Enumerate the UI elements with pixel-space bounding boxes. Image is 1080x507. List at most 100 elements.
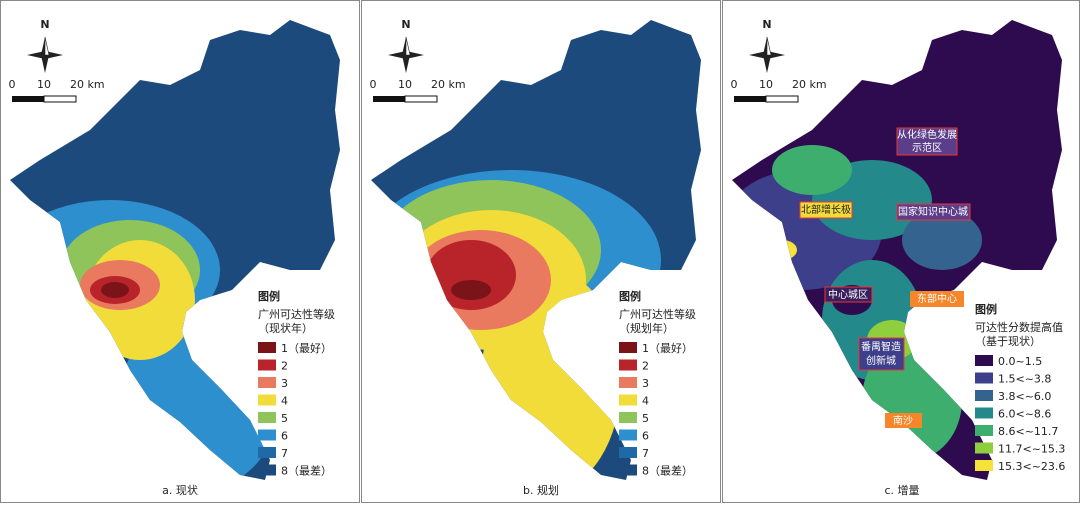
legend-label: 5 xyxy=(281,412,288,425)
annotation: 创新城 xyxy=(866,354,896,367)
scale-label: 10 xyxy=(398,78,412,91)
legend-note: （规划年） xyxy=(619,321,674,335)
legend-label: 2 xyxy=(642,360,649,373)
legend-swatch xyxy=(975,425,993,436)
north-label: N xyxy=(40,18,49,31)
annotation: 中心城区 xyxy=(828,288,868,301)
annotation: 北部增长极 xyxy=(801,203,851,216)
scale-label: 10 xyxy=(37,78,51,91)
north-arrow xyxy=(387,36,425,74)
legend-label: 8.6<~11.7 xyxy=(998,425,1058,438)
legend-label: 6.0<~8.6 xyxy=(998,408,1051,421)
legend-swatch xyxy=(975,372,993,384)
map xyxy=(10,20,340,480)
annotation-box xyxy=(896,127,958,156)
legend-label: 3.8<~6.0 xyxy=(998,390,1051,403)
legend-swatch xyxy=(258,464,276,476)
annotation: 示范区 xyxy=(912,141,942,154)
legend-title: 图例 xyxy=(975,302,997,316)
legend-swatch xyxy=(975,442,993,454)
panel: 从化绿色发展 示范区 北部增长极 国家知识中心城 中心城区 东部中心 番禺智造 … xyxy=(722,0,1080,503)
legend-note: （基于现状） xyxy=(975,334,1041,348)
legend-label: 1（最好） xyxy=(281,341,332,355)
legend-note: （现状年） xyxy=(258,321,313,335)
legend-swatch xyxy=(619,377,637,388)
legend-subtitle: 可达性分数提高值 xyxy=(975,320,1063,334)
legend-label: 6 xyxy=(642,430,649,443)
scale-label: 20 km xyxy=(431,78,466,91)
scale-bar xyxy=(12,96,44,102)
annotation: 番禺智造 xyxy=(861,340,901,353)
annotation-box xyxy=(896,203,971,221)
legend-swatch xyxy=(619,447,637,458)
legend-swatch xyxy=(258,447,276,458)
scale-label: 0 xyxy=(731,78,738,91)
north-arrow xyxy=(26,36,64,74)
legend-swatch xyxy=(258,429,276,441)
annotation: 从化绿色发展 xyxy=(897,128,957,141)
legend-label: 7 xyxy=(281,447,288,460)
legend-label: 11.7<~15.3 xyxy=(998,443,1065,456)
caption: a. 现状 xyxy=(162,483,198,497)
north-label: N xyxy=(401,18,410,31)
annotation-box xyxy=(799,201,853,219)
annotation-box xyxy=(885,413,922,428)
legend-swatch xyxy=(619,464,637,476)
annotation: 南沙 xyxy=(893,414,913,427)
north-label: N xyxy=(762,18,771,31)
scale-label: 0 xyxy=(370,78,377,91)
legend-swatch xyxy=(619,429,637,441)
legend-label: 5 xyxy=(642,412,649,425)
legend-title: 图例 xyxy=(258,289,280,303)
legend-swatch xyxy=(619,412,637,423)
scale-bar xyxy=(734,96,766,102)
legend-label: 8（最差） xyxy=(642,464,693,478)
legend-swatch xyxy=(619,342,637,353)
scale-label: 20 km xyxy=(792,78,827,91)
north-arrow xyxy=(748,36,786,74)
legend-label: 3 xyxy=(281,377,288,390)
legend-label: 4 xyxy=(281,395,288,408)
legend-swatch xyxy=(258,359,276,371)
legend-label: 6 xyxy=(281,430,288,443)
annotation: 国家知识中心城 xyxy=(898,205,968,218)
scale-bar xyxy=(373,96,405,102)
annotations: 从化绿色发展 示范区 北部增长极 国家知识中心城 中心城区 东部中心 番禺智造 … xyxy=(799,127,971,428)
annotation-box xyxy=(858,337,905,371)
legend-swatch xyxy=(258,342,276,353)
map xyxy=(371,20,701,480)
legend-subtitle: 广州可达性等级 xyxy=(619,307,696,321)
legend-label: 2 xyxy=(281,360,288,373)
legend-label: 7 xyxy=(642,447,649,460)
legend-swatch xyxy=(975,407,993,419)
legend-swatch xyxy=(975,390,993,401)
legend-swatch xyxy=(258,394,276,406)
legend-swatch xyxy=(619,394,637,406)
legend-swatch xyxy=(975,460,993,471)
legend-swatch xyxy=(258,377,276,388)
scale-label: 10 xyxy=(759,78,773,91)
annotation-box xyxy=(824,286,873,303)
legend-label: 4 xyxy=(642,395,649,408)
legend-swatch xyxy=(975,355,993,366)
scale-label: 20 km xyxy=(70,78,105,91)
legend-label: 15.3<~23.6 xyxy=(998,460,1065,473)
annotation: 东部中心 xyxy=(917,292,957,305)
legend-label: 1.5<~3.8 xyxy=(998,373,1051,386)
legend-label: 3 xyxy=(642,377,649,390)
legend-label: 8（最差） xyxy=(281,464,332,478)
legend-swatch xyxy=(619,359,637,371)
legend-swatch xyxy=(258,412,276,423)
scale-bar xyxy=(765,95,799,103)
legend-label: 0.0~1.5 xyxy=(998,355,1042,368)
caption: c. 增量 xyxy=(884,483,919,497)
scale-bar xyxy=(43,95,77,103)
scale-label: 0 xyxy=(9,78,16,91)
annotation-box xyxy=(910,291,964,307)
legend-label: 1（最好） xyxy=(642,341,693,355)
legend-subtitle: 广州可达性等级 xyxy=(258,307,335,321)
legend-title: 图例 xyxy=(619,289,641,303)
